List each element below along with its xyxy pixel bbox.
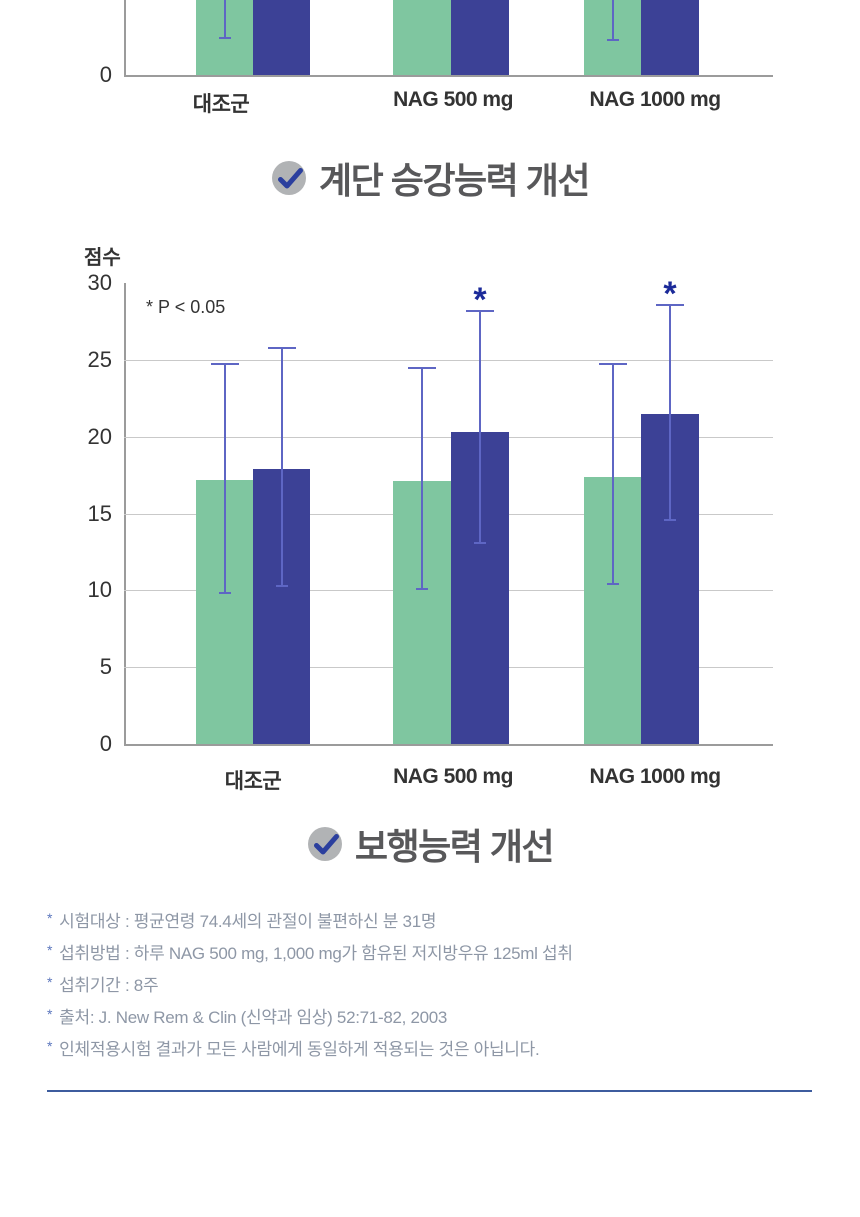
error-cap-top-navy-2 xyxy=(656,303,684,306)
error-bar-green-1 xyxy=(421,367,423,589)
error-bar-navy-0 xyxy=(280,347,283,586)
error-bar-green-2 xyxy=(612,364,614,585)
footnote-item-3: * 출처: J. New Rem & Clin (신약과 임상) 52:71-82… xyxy=(47,1000,573,1032)
gridline-20 xyxy=(124,436,773,438)
category-label-0: 대조군 xyxy=(192,93,250,116)
section-title-walk: 보행능력 개선 xyxy=(354,826,555,867)
stair-climb-chart: 0 대조군 NAG 500 mg NAG 1000 mg xyxy=(0,0,860,120)
x-axis-baseline xyxy=(124,744,773,746)
section-heading-walk: 보행능력 개선 xyxy=(0,818,860,870)
error-bar-stub-0 xyxy=(223,0,226,38)
x-axis-baseline xyxy=(124,75,773,77)
pvalue-annotation: * P < 0.05 xyxy=(146,297,226,317)
category-label-1: NAG 500 mg xyxy=(393,88,513,111)
footnote-text: 인체적용시험 결과가 모든 사람에게 동일하게 적용되는 것은 아닙니다. xyxy=(59,1040,540,1059)
error-cap-bottom-navy-1 xyxy=(474,541,486,544)
error-cap-top-navy-1 xyxy=(466,309,494,312)
category-label-1: NAG 500 mg xyxy=(393,765,513,788)
error-bar-green-0 xyxy=(223,364,226,594)
gridline-25 xyxy=(124,359,773,361)
section-divider xyxy=(47,1090,812,1092)
footnote-text: 출처: J. New Rem & Clin (신약과 임상) 52:71-82,… xyxy=(59,1008,448,1027)
error-cap-top-green-1 xyxy=(408,366,436,369)
error-bar-stub-cap-0 xyxy=(218,37,231,39)
check-circle-icon xyxy=(272,161,307,195)
ytick-5: 5 xyxy=(99,654,112,680)
error-bar-navy-1 xyxy=(479,310,481,543)
ytick-15: 15 xyxy=(87,500,112,526)
bar-navy-0 xyxy=(253,0,310,75)
category-label-2: NAG 1000 mg xyxy=(589,765,721,788)
ytick-20: 20 xyxy=(87,423,112,449)
footnote-item-2: * 섭취기간 : 8주 xyxy=(47,968,573,1000)
walking-chart: 점수 0 5 10 15 20 25 30 * P < 0.05 * * 대조군 NAG 500 mg N… xyxy=(0,235,860,793)
error-cap-bottom-green-1 xyxy=(416,587,428,590)
bar-navy-2 xyxy=(641,0,699,75)
check-circle-icon xyxy=(307,827,342,861)
category-label-0: 대조군 xyxy=(224,770,282,793)
error-cap-bottom-navy-2 xyxy=(664,518,676,521)
error-bar-navy-2 xyxy=(669,304,671,520)
error-cap-top-green-2 xyxy=(599,363,627,366)
error-cap-bottom-navy-0 xyxy=(275,584,288,587)
footnote-bullet-icon: * xyxy=(47,974,53,990)
footnote-bullet-icon: * xyxy=(47,910,53,926)
ytick-30: 30 xyxy=(87,270,112,295)
footnote-item-1: * 섭취방법 : 하루 NAG 500 mg, 1,000 mg가 함유된 저지방… xyxy=(47,936,573,968)
error-cap-bottom-green-2 xyxy=(607,583,619,586)
ytick-25: 25 xyxy=(87,346,112,372)
error-bar-stub-1 xyxy=(611,0,614,40)
bar-green-1 xyxy=(393,0,451,75)
error-cap-bottom-green-0 xyxy=(218,592,231,595)
section-title-stair: 계단 승강능력 개선 xyxy=(319,160,590,201)
footnote-item-0: * 시험대상 : 평균연령 74.4세의 관절이 불편하신 분 31명 xyxy=(47,904,573,936)
category-label-2: NAG 1000 mg xyxy=(589,88,721,111)
footnote-text: 시험대상 : 평균연령 74.4세의 관절이 불편하신 분 31명 xyxy=(59,912,437,931)
section-heading-stair: 계단 승강능력 개선 xyxy=(0,152,860,204)
bar-navy-1 xyxy=(451,0,509,75)
footnote-text: 섭취기간 : 8주 xyxy=(59,976,159,995)
ytick-0: 0 xyxy=(99,62,112,87)
error-bar-stub-cap-1 xyxy=(606,39,619,41)
footnote-text: 섭취방법 : 하루 NAG 500 mg, 1,000 mg가 함유된 저지방우… xyxy=(59,944,573,963)
study-footnotes: * 시험대상 : 평균연령 74.4세의 관절이 불편하신 분 31명 * 섭취방법 … xyxy=(47,904,573,1064)
error-cap-top-navy-0 xyxy=(267,346,296,349)
significance-asterisk-2: * xyxy=(663,274,677,313)
y-axis-title: 점수 xyxy=(84,247,121,269)
footnote-bullet-icon: * xyxy=(47,1038,53,1054)
ytick-10: 10 xyxy=(87,577,112,603)
y-axis-line xyxy=(124,0,126,75)
error-cap-top-green-0 xyxy=(210,363,239,366)
footnote-item-4: * 인체적용시험 결과가 모든 사람에게 동일하게 적용되는 것은 아닙니다. xyxy=(47,1032,573,1064)
significance-asterisk-1: * xyxy=(473,280,487,319)
footnote-bullet-icon: * xyxy=(47,1006,53,1022)
footnote-bullet-icon: * xyxy=(47,942,53,958)
ytick-0: 0 xyxy=(99,731,112,756)
